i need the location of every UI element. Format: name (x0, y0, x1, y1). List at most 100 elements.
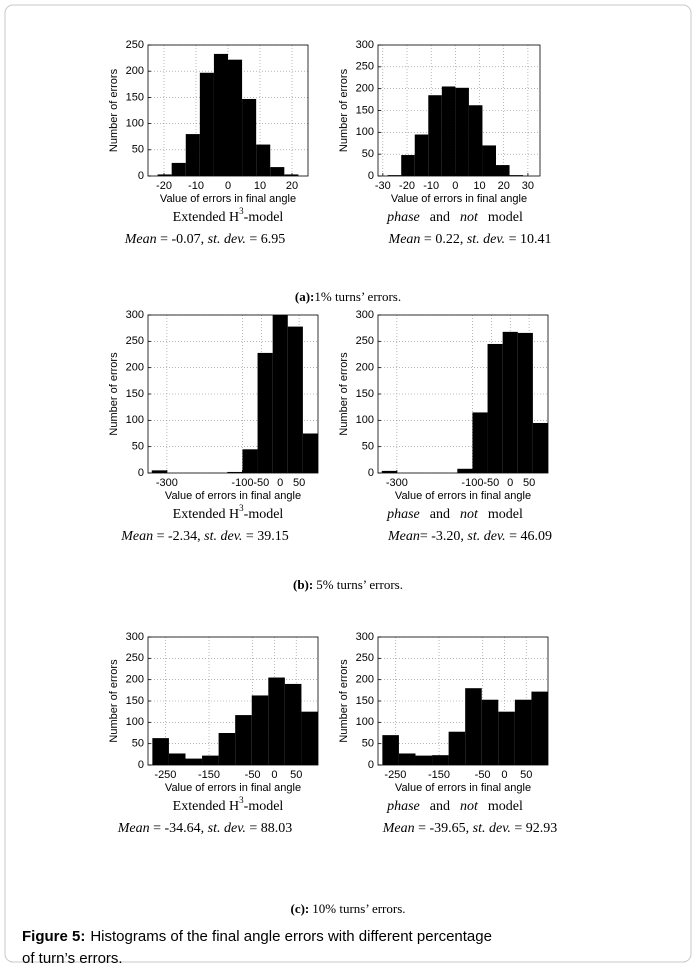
model-label-part: and (430, 799, 450, 814)
bar (381, 470, 397, 473)
x-tick-label: -300 (156, 477, 178, 489)
x-tick-label: -50 (245, 769, 261, 781)
bar (472, 412, 488, 473)
stats-part: st. dev. (204, 529, 242, 544)
x-tick-label: -30 (375, 180, 391, 192)
bar (251, 695, 269, 765)
bar (455, 87, 469, 176)
model-label: Extended H3-model (173, 795, 284, 814)
x-tick-label: 0 (501, 769, 507, 781)
x-axis-label: Value of errors in final angle (395, 782, 531, 794)
panel-caption: (c): 10% turns’ errors. (290, 901, 405, 916)
x-tick-label: -20 (399, 180, 415, 192)
stats-part: Mean (388, 232, 421, 247)
stats-part: = 46.09 (506, 529, 552, 544)
y-tick-label: 0 (368, 467, 374, 479)
stats: Mean = -39.65, st. dev. = 92.93 (382, 821, 558, 836)
bar (302, 433, 318, 473)
stats-part: st. dev. (467, 529, 505, 544)
x-tick-label: 50 (523, 477, 535, 489)
stats-part: st. dev. (208, 232, 246, 247)
bar (185, 758, 203, 765)
plot-frame (377, 44, 541, 177)
stats: Mean = 0.22, st. dev. = 10.41 (388, 232, 552, 247)
model-label-part: model (488, 210, 523, 225)
stats-part: Mean (387, 529, 420, 544)
bar (213, 53, 228, 176)
bar (441, 86, 456, 176)
model-label-part: 3 (239, 795, 244, 805)
y-tick-label: 300 (126, 631, 144, 643)
panel-text: 1% turns’ errors. (314, 289, 401, 304)
stats-part: st. dev. (467, 232, 505, 247)
y-tick-label: 300 (356, 631, 374, 643)
bar (401, 155, 415, 176)
x-tick-label: -250 (154, 769, 176, 781)
x-tick-label: 10 (254, 180, 266, 192)
bar (284, 683, 302, 765)
y-tick-label: 200 (126, 674, 144, 686)
y-tick-label: 100 (126, 414, 144, 426)
stats-part: Mean (117, 821, 150, 836)
bar (468, 105, 483, 176)
stats-part: = 39.15 (242, 529, 288, 544)
bar (168, 753, 186, 765)
model-label-part: -model (244, 799, 284, 814)
panel-label: (a): (295, 289, 315, 304)
y-tick-label: 250 (126, 39, 144, 51)
y-tick-label: 0 (368, 759, 374, 771)
bar (151, 470, 167, 473)
x-tick-label: 20 (286, 180, 298, 192)
bar (284, 174, 299, 176)
y-tick-label: 200 (356, 674, 374, 686)
bar (387, 175, 402, 176)
bar (532, 422, 548, 473)
bar (531, 691, 548, 765)
x-tick-label: 0 (225, 180, 231, 192)
y-tick-label: 250 (356, 61, 374, 73)
y-axis-label: Number of errors (338, 68, 350, 152)
bar (448, 731, 466, 765)
x-axis-label: Value of errors in final angle (160, 193, 296, 205)
model-label-part: 3 (239, 206, 244, 216)
bar (228, 59, 243, 177)
y-tick-label: 100 (356, 414, 374, 426)
y-tick-label: 200 (356, 83, 374, 95)
bar (270, 167, 285, 176)
y-tick-label: 50 (132, 441, 144, 453)
plot-frame (147, 44, 309, 177)
bar (235, 715, 252, 765)
bar (398, 753, 416, 765)
stats-part: Mean (382, 821, 415, 836)
stats-part: = 0.22, (420, 232, 466, 247)
bar (268, 677, 285, 765)
bar (152, 738, 169, 765)
y-tick-label: 250 (356, 652, 374, 664)
y-tick-label: 250 (126, 335, 144, 347)
y-tick-label: 150 (356, 104, 374, 116)
stats-part: = 88.03 (246, 821, 292, 836)
y-axis-label: Number of errors (108, 352, 120, 436)
bar (517, 332, 533, 473)
stats-part: = -3.20, (420, 529, 468, 544)
bar (414, 134, 429, 176)
y-tick-label: 150 (126, 91, 144, 103)
model-label-part: model (488, 799, 523, 814)
stats-part: = -0.07, (157, 232, 208, 247)
bar (256, 144, 271, 176)
stats-part: = -34.64, (150, 821, 208, 836)
stats-part: = 6.95 (246, 232, 285, 247)
model-label-part: not (460, 210, 479, 225)
bar (157, 174, 172, 176)
model-label-part: and (430, 210, 450, 225)
bar (171, 162, 186, 176)
x-axis-label: Value of errors in final angle (165, 782, 301, 794)
model-label-part: Extended H (173, 799, 239, 814)
y-tick-label: 100 (126, 716, 144, 728)
bar (465, 688, 482, 765)
x-tick-label: -50 (253, 477, 269, 489)
model-label: phase and not model (386, 507, 523, 522)
panel-caption: (a):1% turns’ errors. (295, 289, 401, 304)
bar (199, 72, 214, 176)
bar (415, 755, 433, 765)
